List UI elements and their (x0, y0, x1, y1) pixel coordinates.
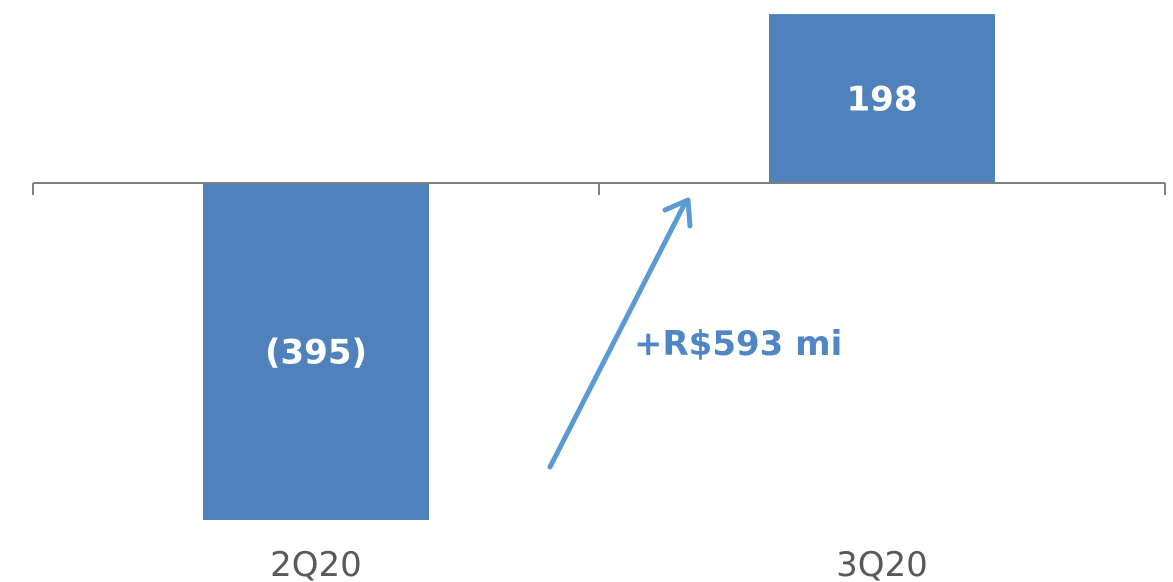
labels: (395) 2Q20 198 3Q20 (265, 80, 928, 582)
category-label-2q20: 2Q20 (270, 545, 362, 582)
x-axis (32, 182, 1166, 195)
data-label-3q20: 198 (847, 80, 918, 120)
category-label-3q20: 3Q20 (836, 545, 928, 582)
bars (203, 14, 995, 520)
change-arrow-head (662, 197, 693, 229)
data-label-2q20: (395) (265, 333, 367, 373)
change-annotation: +R$593 mi (634, 324, 842, 364)
bar-3q20 (769, 14, 995, 183)
annotation: +R$593 mi (547, 197, 842, 470)
change-arrow-shaft (547, 202, 687, 470)
bar-2q20 (203, 183, 429, 520)
